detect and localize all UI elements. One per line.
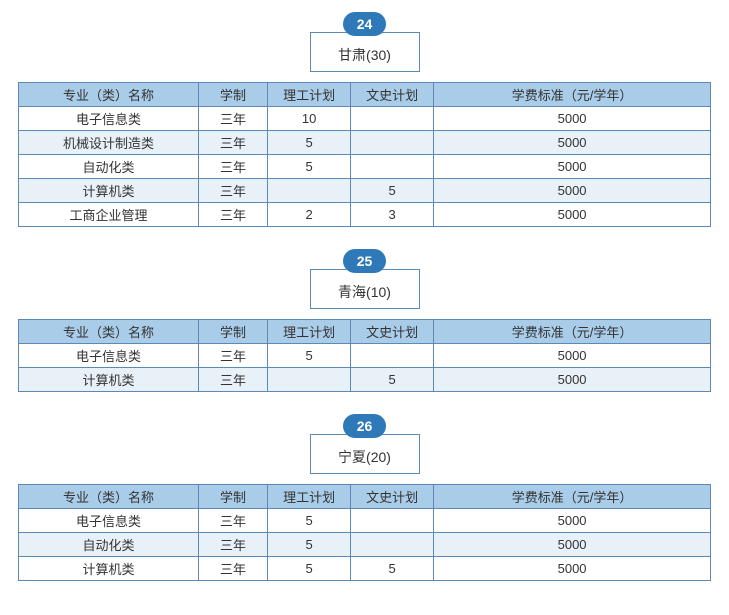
table-cell (351, 131, 434, 155)
column-header: 学费标准（元/学年） (434, 83, 711, 107)
column-header: 学制 (198, 485, 267, 509)
table-cell: 5000 (434, 203, 711, 227)
table-cell: 电子信息类 (19, 107, 199, 131)
table-cell: 三年 (198, 155, 267, 179)
table-cell: 三年 (198, 368, 267, 392)
table-cell: 5 (351, 179, 434, 203)
table-cell: 计算机类 (19, 557, 199, 581)
section-number-badge: 24 (343, 12, 387, 36)
table-cell: 三年 (198, 107, 267, 131)
column-header: 文史计划 (351, 320, 434, 344)
plan-table: 专业（类）名称学制理工计划文史计划学费标准（元/学年）电子信息类三年55000计… (18, 319, 711, 392)
plan-table: 专业（类）名称学制理工计划文史计划学费标准（元/学年）电子信息类三年55000自… (18, 484, 711, 581)
table-cell: 计算机类 (19, 179, 199, 203)
table-row: 计算机类三年 55000 (19, 368, 711, 392)
table-cell (351, 344, 434, 368)
table-row: 自动化类三年5 5000 (19, 155, 711, 179)
table-row: 计算机类三年555000 (19, 557, 711, 581)
section-number-badge: 25 (343, 249, 387, 273)
table-cell: 三年 (198, 533, 267, 557)
badge-wrap: 25 (18, 249, 711, 277)
table-cell: 5 (268, 131, 351, 155)
table-cell (268, 179, 351, 203)
column-header: 学制 (198, 320, 267, 344)
table-cell: 5000 (434, 533, 711, 557)
table-cell: 5000 (434, 557, 711, 581)
table-cell: 自动化类 (19, 155, 199, 179)
plan-table: 专业（类）名称学制理工计划文史计划学费标准（元/学年）电子信息类三年105000… (18, 82, 711, 227)
table-header-row: 专业（类）名称学制理工计划文史计划学费标准（元/学年） (19, 485, 711, 509)
table-cell: 5000 (434, 179, 711, 203)
table-cell: 5000 (434, 107, 711, 131)
table-row: 自动化类三年5 5000 (19, 533, 711, 557)
table-row: 机械设计制造类三年5 5000 (19, 131, 711, 155)
table-cell: 三年 (198, 509, 267, 533)
table-cell: 三年 (198, 557, 267, 581)
table-cell: 三年 (198, 179, 267, 203)
table-cell: 3 (351, 203, 434, 227)
table-cell: 5 (268, 155, 351, 179)
table-cell (351, 155, 434, 179)
column-header: 学费标准（元/学年） (434, 320, 711, 344)
table-cell: 电子信息类 (19, 509, 199, 533)
province-section: 24甘肃(30)专业（类）名称学制理工计划文史计划学费标准（元/学年）电子信息类… (18, 12, 711, 227)
province-section: 25青海(10)专业（类）名称学制理工计划文史计划学费标准（元/学年）电子信息类… (18, 249, 711, 392)
table-cell (351, 533, 434, 557)
table-row: 计算机类三年 55000 (19, 179, 711, 203)
table-cell: 机械设计制造类 (19, 131, 199, 155)
table-cell (351, 107, 434, 131)
table-cell: 三年 (198, 203, 267, 227)
badge-wrap: 26 (18, 414, 711, 442)
table-row: 电子信息类三年5 5000 (19, 509, 711, 533)
column-header: 文史计划 (351, 485, 434, 509)
column-header: 学制 (198, 83, 267, 107)
table-header-row: 专业（类）名称学制理工计划文史计划学费标准（元/学年） (19, 320, 711, 344)
table-row: 工商企业管理三年235000 (19, 203, 711, 227)
table-cell: 自动化类 (19, 533, 199, 557)
table-cell: 5000 (434, 368, 711, 392)
table-cell: 三年 (198, 344, 267, 368)
column-header: 学费标准（元/学年） (434, 485, 711, 509)
badge-wrap: 24 (18, 12, 711, 40)
table-cell: 5 (268, 533, 351, 557)
table-cell: 5000 (434, 509, 711, 533)
table-cell: 5 (268, 557, 351, 581)
column-header: 理工计划 (268, 320, 351, 344)
table-cell: 5000 (434, 344, 711, 368)
column-header: 专业（类）名称 (19, 485, 199, 509)
table-cell: 5000 (434, 131, 711, 155)
column-header: 专业（类）名称 (19, 83, 199, 107)
table-cell: 5 (351, 368, 434, 392)
table-row: 电子信息类三年10 5000 (19, 107, 711, 131)
table-cell: 三年 (198, 131, 267, 155)
table-header-row: 专业（类）名称学制理工计划文史计划学费标准（元/学年） (19, 83, 711, 107)
column-header: 理工计划 (268, 83, 351, 107)
table-cell (351, 509, 434, 533)
table-cell (268, 368, 351, 392)
table-cell: 2 (268, 203, 351, 227)
section-number-badge: 26 (343, 414, 387, 438)
table-cell: 10 (268, 107, 351, 131)
table-cell: 电子信息类 (19, 344, 199, 368)
column-header: 文史计划 (351, 83, 434, 107)
table-cell: 计算机类 (19, 368, 199, 392)
table-row: 电子信息类三年5 5000 (19, 344, 711, 368)
column-header: 理工计划 (268, 485, 351, 509)
table-cell: 5 (268, 344, 351, 368)
column-header: 专业（类）名称 (19, 320, 199, 344)
table-cell: 5 (351, 557, 434, 581)
table-cell: 5000 (434, 155, 711, 179)
table-cell: 工商企业管理 (19, 203, 199, 227)
table-cell: 5 (268, 509, 351, 533)
